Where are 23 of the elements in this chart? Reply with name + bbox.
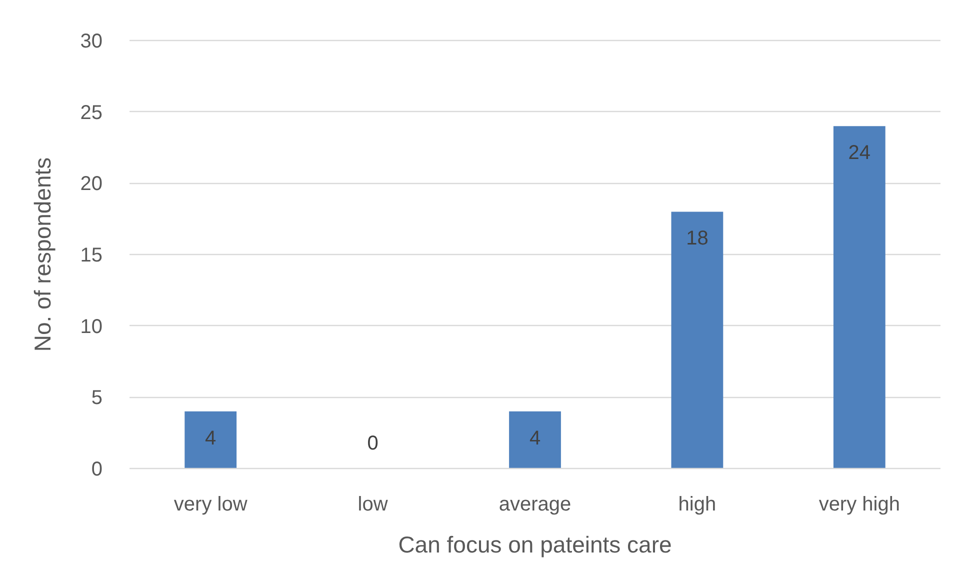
bar: [509, 411, 561, 468]
data-label: 4: [205, 427, 216, 450]
y-tick-label: 25: [80, 102, 103, 124]
bar: [184, 411, 237, 468]
y-tick-label: 0: [91, 458, 102, 480]
data-label: 0: [367, 432, 378, 454]
x-tick-label: average: [498, 494, 572, 516]
data-label: 18: [686, 228, 708, 250]
x-axis-title: Can focus on pateints care: [398, 532, 672, 558]
y-tick-label: 20: [80, 173, 103, 196]
x-tick-label: high: [678, 494, 716, 516]
x-tick-label: very low: [174, 494, 248, 516]
y-tick-label: 30: [80, 30, 103, 52]
y-tick-label: 15: [80, 244, 103, 266]
data-label: 24: [848, 142, 871, 164]
bar: [671, 212, 724, 468]
x-tick-label: very high: [818, 494, 900, 516]
y-tick-label: 5: [91, 387, 102, 410]
bar: [833, 126, 886, 468]
x-tick-label: low: [358, 494, 388, 516]
data-label: 4: [529, 427, 541, 450]
y-tick-label: 10: [80, 316, 103, 338]
y-axis-title: No. of respondents: [29, 157, 56, 352]
